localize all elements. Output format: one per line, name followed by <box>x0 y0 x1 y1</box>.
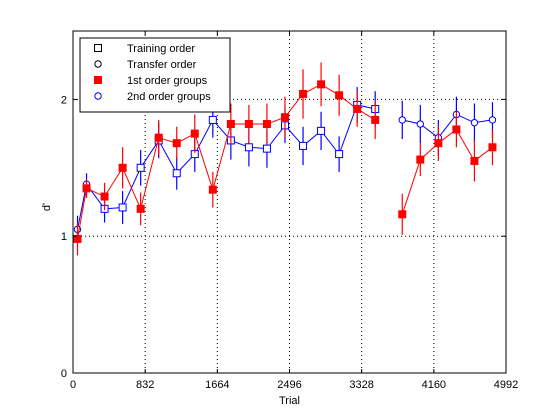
data-point <box>82 184 91 193</box>
x-tick-label: 832 <box>136 379 154 391</box>
data-point <box>226 120 235 129</box>
data-point <box>335 150 344 159</box>
data-point <box>488 143 497 152</box>
data-point <box>172 169 181 178</box>
series-layer <box>73 62 497 256</box>
data-point <box>317 80 326 89</box>
data-point <box>154 133 163 142</box>
y-tick-label: 2 <box>61 94 67 106</box>
data-point <box>118 203 127 212</box>
data-point <box>416 155 425 164</box>
data-point <box>398 210 407 219</box>
data-point <box>299 141 308 150</box>
legend-marker <box>94 92 102 100</box>
data-point <box>262 120 271 129</box>
y-tick-label: 1 <box>61 231 67 243</box>
x-tick-label: 4992 <box>494 379 518 391</box>
data-point <box>244 120 253 129</box>
legend-label: Transfer order <box>127 59 197 71</box>
legend: Training order Transfer order 1st order gr… <box>79 37 231 113</box>
data-point <box>488 116 497 124</box>
series-1st-order-groups <box>73 62 497 256</box>
data-point <box>434 139 443 148</box>
data-point <box>371 115 380 124</box>
x-axis-label: Trial <box>279 395 300 407</box>
legend-label: 1st order groups <box>127 75 208 87</box>
data-point <box>136 163 145 172</box>
legend-marker <box>94 44 102 52</box>
data-point <box>335 91 344 100</box>
x-tick-label: 3328 <box>349 379 373 391</box>
data-point <box>416 120 425 128</box>
y-axis-label: d' <box>41 203 53 211</box>
x-tick-label: 4160 <box>422 379 446 391</box>
ticks: 0 832 1664 2496 3328 4160 4992 0 1 2 <box>61 31 518 391</box>
x-tick-label: 2496 <box>277 379 301 391</box>
data-point <box>299 89 308 98</box>
legend-label: 2nd order groups <box>127 91 211 103</box>
data-point <box>118 163 127 172</box>
y-tick-label: 0 <box>61 368 67 380</box>
data-point <box>470 118 479 127</box>
data-point <box>452 125 461 134</box>
data-point <box>208 185 217 194</box>
data-point <box>262 144 271 153</box>
data-point <box>100 192 109 201</box>
data-point <box>398 116 406 124</box>
data-point <box>280 113 289 122</box>
x-tick-label: 0 <box>70 379 76 391</box>
legend-marker <box>94 60 102 68</box>
x-tick-label: 1664 <box>205 379 229 391</box>
data-point <box>73 234 82 243</box>
data-point <box>136 204 145 213</box>
data-point <box>317 126 326 135</box>
data-point <box>353 104 362 113</box>
legend-box <box>79 37 231 113</box>
data-point <box>244 143 253 152</box>
data-point <box>190 129 199 138</box>
data-point <box>172 139 181 148</box>
data-point <box>208 115 217 124</box>
data-point <box>470 156 479 165</box>
legend-label: Training order <box>127 43 195 55</box>
legend-marker <box>94 76 102 84</box>
